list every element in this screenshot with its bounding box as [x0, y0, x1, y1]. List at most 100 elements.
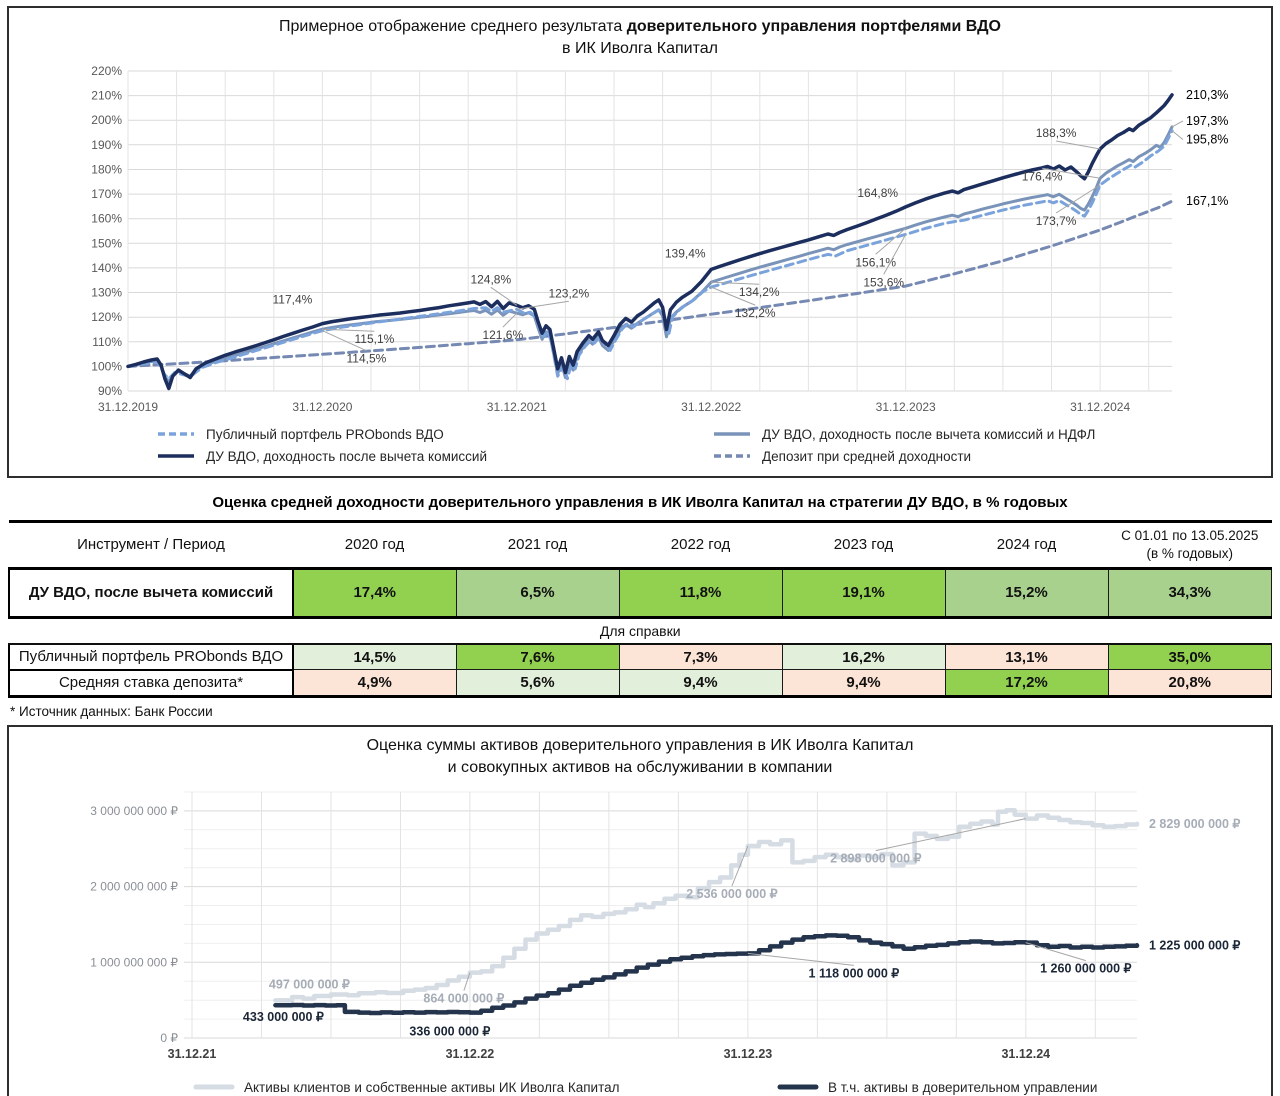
table-cell: 5,6% — [455, 669, 620, 698]
table-row-label: Публичный портфель PRObonds ВДО — [8, 642, 294, 671]
table-cell: 15,2% — [944, 567, 1109, 619]
data-label: 210,3% — [1186, 88, 1228, 102]
label-leader-line — [1055, 184, 1101, 214]
gridlines — [127, 70, 1172, 392]
legend-label: В т.ч. активы в доверительном управлении — [828, 1079, 1098, 1095]
data-label: 115,1% — [354, 332, 394, 346]
label-leader-line — [711, 286, 756, 306]
table-cell: 7,6% — [455, 643, 620, 671]
data-label: 1 118 000 000 ₽ — [809, 966, 901, 980]
table-header-instrument: Инструмент / Период — [9, 519, 293, 570]
data-label: 164,8% — [857, 186, 898, 200]
legend-line-marker — [158, 432, 194, 437]
gridlines — [184, 791, 1137, 1039]
label-leader-line — [711, 281, 760, 285]
y-axis-tick-label: 200% — [91, 113, 122, 127]
x-axis-tick-label: 31.12.22 — [446, 1047, 495, 1061]
y-axis-tick-label: 130% — [91, 285, 122, 299]
table-row: Публичный портфель PRObonds ВДО 14,5% 7,6%… — [8, 642, 1272, 671]
table-cell: 6,5% — [455, 567, 620, 619]
legend-line-marker — [193, 1084, 235, 1090]
table-header-year: 2022 год — [619, 519, 782, 570]
data-label: 156,1% — [855, 255, 896, 269]
y-axis-tick-label: 190% — [91, 138, 122, 152]
series-total-assets — [273, 807, 1140, 1003]
series-trust-assets — [273, 932, 1140, 1015]
legend-item: Публичный портфель PRObonds ВДО — [155, 427, 711, 442]
data-label: 139,4% — [665, 246, 706, 260]
label-leader-line — [490, 286, 518, 306]
label-leader-line — [1025, 941, 1086, 961]
series-taxed — [126, 125, 1174, 384]
label-leader-line — [322, 330, 367, 351]
data-label: 1 260 000 000 ₽ — [1040, 961, 1132, 975]
table-row: Средняя ставка депозита* 4,9% 5,6% 9,4% 9,4%… — [8, 668, 1272, 698]
data-label: 433 000 000 ₽ — [243, 1010, 325, 1024]
data-label: 497 000 000 ₽ — [269, 977, 351, 991]
performance-chart: 90% 100% 110% 120% 130% 140% 150% 160% 170% 180% 1… — [91, 64, 1228, 414]
legend-label: ДУ ВДО, доходность после вычета комиссий… — [762, 426, 1096, 442]
table-cell: 4,9% — [292, 669, 457, 698]
label-leader-line — [1056, 140, 1101, 150]
data-labels: 497 000 000 ₽ 433 000 000 ₽ 864 000 000 ₽ 3… — [243, 816, 1241, 1038]
data-labels: 117,4% 115,1% 114,5% 124,8% 123,2% 121,6% 139,… — [272, 88, 1228, 366]
returns-table-title: Оценка средней доходности доверительного… — [212, 493, 1068, 511]
legend-item: Активы клиентов и собственные активы ИК … — [193, 1080, 777, 1095]
x-axis-tick-label: 31.12.2021 — [487, 400, 547, 414]
legend-line-marker — [777, 1084, 819, 1090]
x-axis-tick-label: 31.12.24 — [1001, 1047, 1050, 1061]
performance-title-line1: Примерное отображение среднего результат… — [9, 16, 1271, 38]
table-header-year: 2021 год — [456, 519, 619, 570]
x-axis-tick-label: 31.12.2023 — [876, 400, 936, 414]
legend-label: Публичный портфель PRObonds ВДО — [206, 426, 444, 442]
data-label: 188,3% — [1036, 126, 1077, 140]
assets-chart: 0 ₽ 1 000 000 000 ₽ 2 000 000 000 ₽ 3 000 0… — [90, 791, 1241, 1061]
y-axis-tick-label: 90% — [98, 384, 122, 398]
legend-line-marker — [158, 454, 194, 459]
data-label: 2 898 000 000 ₽ — [830, 851, 922, 865]
table-footnote: * Источник данных: Банк России — [10, 703, 213, 719]
x-axis-tick-label: 31.12.2022 — [681, 400, 741, 414]
legend-item: ДУ ВДО, доходность после вычета комиссий — [155, 449, 711, 464]
table-cell: 9,4% — [618, 669, 783, 698]
performance-panel: Примерное отображение среднего результат… — [7, 6, 1273, 478]
y-axis-tick-label: 140% — [91, 261, 122, 275]
axis-labels: 90% 100% 110% 120% 130% 140% 150% 160% 170% 180% 1… — [91, 64, 1130, 414]
data-label: 124,8% — [470, 272, 511, 286]
y-axis-tick-label: 180% — [91, 162, 122, 176]
table-cell: 14,5% — [292, 643, 457, 671]
y-axis-tick-label: 160% — [91, 211, 122, 225]
y-axis-tick-label: 210% — [91, 88, 122, 102]
performance-chart-title: Примерное отображение среднего результат… — [9, 8, 1271, 61]
performance-title-bold: доверительного управления портфелями ВДО — [626, 18, 1001, 35]
legend-line-marker — [714, 454, 750, 459]
table-cell: 35,0% — [1107, 643, 1272, 671]
assets-panel: Оценка суммы активов доверительного упра… — [7, 724, 1273, 1096]
data-label: 197,3% — [1186, 114, 1228, 128]
y-axis-tick-label: 120% — [91, 310, 122, 324]
data-label: 864 000 000 ₽ — [423, 991, 505, 1005]
table-cell: 17,4% — [292, 567, 457, 619]
label-leader-line — [731, 845, 749, 886]
table-header-year: 2024 год — [945, 519, 1108, 570]
table-cell: 20,8% — [1107, 669, 1272, 698]
label-leader-line — [875, 227, 907, 255]
y-axis-tick-label: 2 000 000 000 ₽ — [90, 879, 178, 893]
legend-item: ДУ ВДО, доходность после вычета комиссий… — [711, 427, 1261, 442]
data-label: 123,2% — [548, 286, 589, 300]
table-cell: 19,1% — [781, 567, 946, 619]
y-axis-tick-label: 170% — [91, 187, 122, 201]
label-leader-line — [516, 300, 569, 310]
y-axis-tick-label: 110% — [92, 335, 122, 349]
y-axis-tick-label: 220% — [91, 64, 122, 78]
data-label: 117,4% — [272, 292, 312, 306]
y-axis-tick-label: 0 ₽ — [160, 1031, 178, 1045]
y-axis-tick-label: 3 000 000 000 ₽ — [90, 803, 178, 817]
data-label: 195,8% — [1186, 132, 1228, 146]
y-axis-tick-label: 1 000 000 000 ₽ — [90, 955, 178, 969]
table-cell: 16,2% — [781, 643, 946, 671]
table-header-2025: С 01.01 по 13.05.2025 (в % годовых) — [1108, 519, 1272, 570]
assets-title-line1: Оценка суммы активов доверительного упра… — [366, 736, 914, 754]
performance-legend: Публичный портфель PRObonds ВДО ДУ ВДО, д… — [9, 417, 1271, 476]
